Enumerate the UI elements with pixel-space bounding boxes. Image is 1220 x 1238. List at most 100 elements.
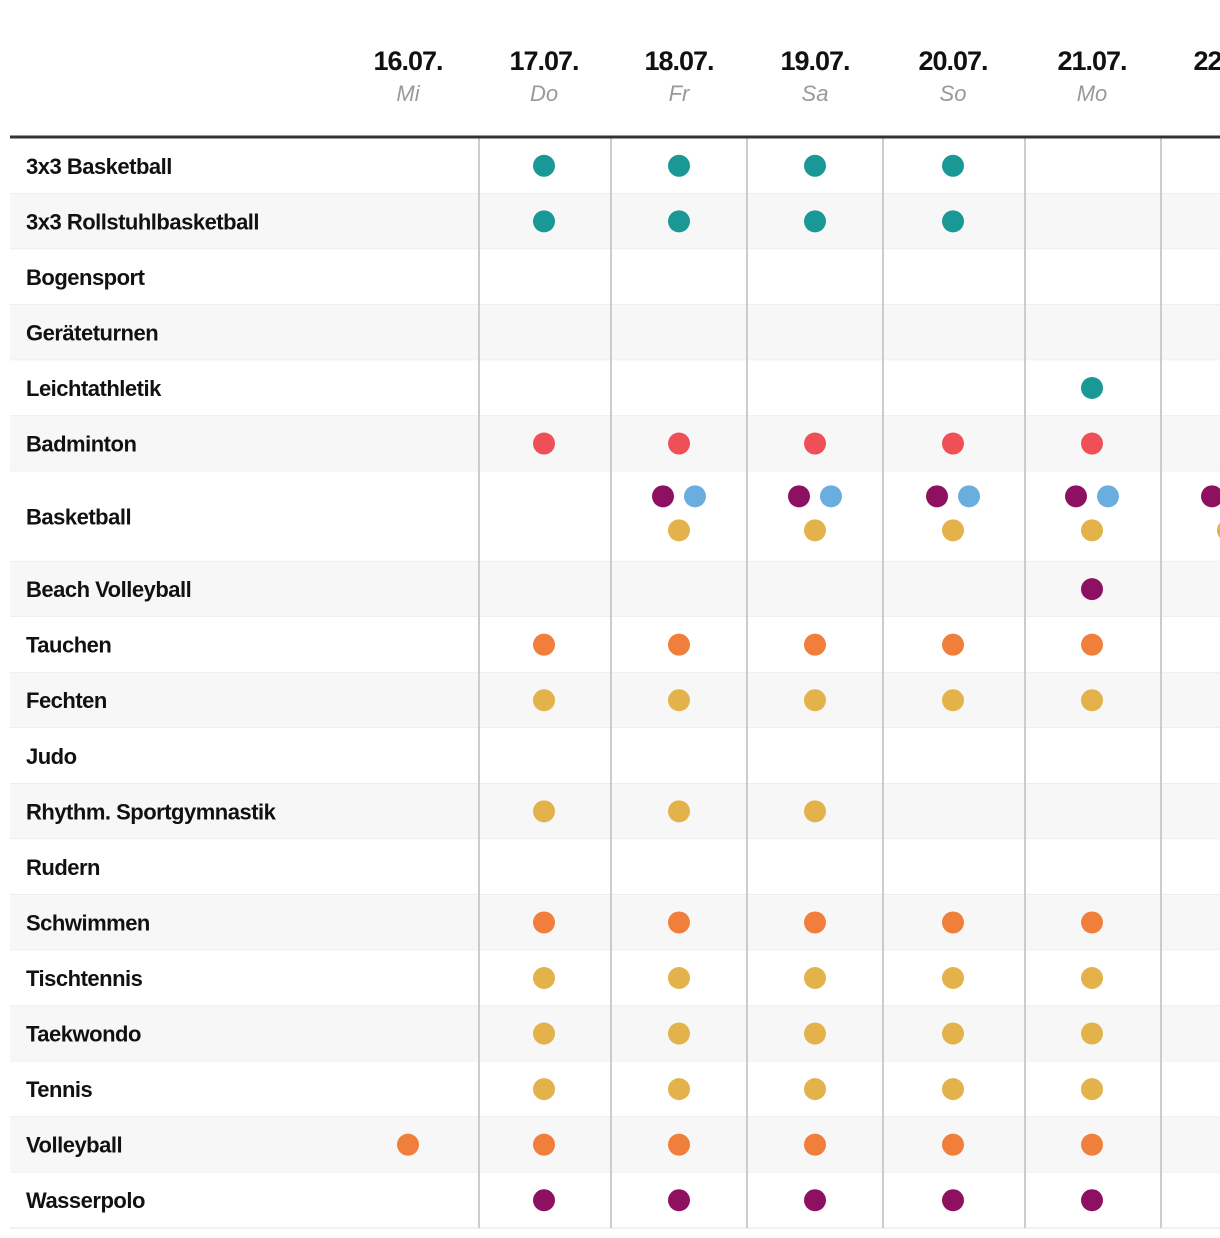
event-dot xyxy=(533,154,555,177)
row-background xyxy=(10,561,1220,617)
sport-label: Judo xyxy=(26,744,77,769)
event-dot xyxy=(668,967,690,989)
date-label: 22.07. xyxy=(1193,46,1220,76)
sport-label: Wasserpolo xyxy=(26,1188,145,1213)
date-label: 17.07. xyxy=(509,46,578,76)
sport-label: Tischtennis xyxy=(26,966,143,991)
event-dot xyxy=(958,485,980,508)
row-background xyxy=(10,138,1220,194)
event-dot xyxy=(1217,522,1220,538)
row-background xyxy=(10,1061,1220,1117)
event-dot xyxy=(533,1078,555,1101)
sport-label: Basketball xyxy=(26,504,131,529)
row-background xyxy=(10,894,1220,951)
event-dot xyxy=(533,432,555,455)
event-dot xyxy=(652,485,674,508)
event-dot xyxy=(533,967,555,989)
event-dot xyxy=(942,633,964,656)
event-dot xyxy=(668,432,690,455)
event-dot xyxy=(668,1078,690,1101)
event-dot xyxy=(533,800,555,823)
event-dot xyxy=(668,1133,690,1156)
event-dot xyxy=(533,1133,555,1156)
event-dot xyxy=(804,432,826,455)
sport-label: Beach Volleyball xyxy=(26,577,191,602)
row-background xyxy=(10,471,1220,562)
row-background xyxy=(10,193,1220,250)
row-background xyxy=(10,360,1220,416)
event-dot xyxy=(804,210,826,233)
event-dot xyxy=(533,210,555,233)
weekday-label: So xyxy=(940,81,967,106)
event-dot xyxy=(804,1078,826,1101)
row-background xyxy=(10,304,1220,361)
date-label: 19.07. xyxy=(780,46,849,76)
event-dot xyxy=(397,1133,419,1156)
event-dot xyxy=(942,1133,964,1156)
sport-label: Leichtathletik xyxy=(26,376,162,401)
event-dot xyxy=(533,1189,555,1212)
row-background xyxy=(10,616,1220,673)
sport-label: Geräteturnen xyxy=(26,320,158,345)
event-dot xyxy=(668,519,690,542)
weekday-label: Mo xyxy=(1077,81,1108,106)
sport-label: 3x3 Basketball xyxy=(26,154,172,179)
event-dot xyxy=(942,519,964,542)
event-dot xyxy=(942,154,964,177)
event-dot xyxy=(804,633,826,656)
sport-label: Taekwondo xyxy=(26,1022,141,1047)
event-dot xyxy=(804,1133,826,1156)
sport-label: Bogensport xyxy=(26,265,146,290)
weekday-label: Do xyxy=(530,81,558,106)
weekday-label: Mi xyxy=(396,81,420,106)
row-background xyxy=(10,1005,1220,1062)
event-dot xyxy=(668,689,690,712)
event-dot xyxy=(1081,689,1103,712)
event-dot xyxy=(942,689,964,712)
event-dot xyxy=(533,1022,555,1045)
row-background xyxy=(10,839,1220,895)
event-dot xyxy=(942,967,964,989)
sport-label: Volleyball xyxy=(26,1133,122,1158)
row-background xyxy=(10,415,1220,472)
event-dot xyxy=(820,485,842,508)
event-dot xyxy=(668,154,690,177)
event-dot xyxy=(684,485,706,508)
row-background xyxy=(10,783,1220,840)
event-dot xyxy=(804,154,826,177)
weekday-label: Fr xyxy=(669,81,691,106)
event-dot xyxy=(1081,967,1103,989)
event-dot xyxy=(668,800,690,823)
event-dot xyxy=(668,911,690,934)
row-background xyxy=(10,672,1220,728)
sport-label: Rhythm. Sportgymnastik xyxy=(26,799,277,824)
event-dot xyxy=(1081,578,1103,601)
event-dot xyxy=(668,1189,690,1212)
date-label: 21.07. xyxy=(1057,46,1126,76)
event-dot xyxy=(942,911,964,934)
event-dot xyxy=(1097,485,1119,508)
event-dot xyxy=(942,210,964,233)
event-dot xyxy=(942,432,964,455)
row-background xyxy=(10,950,1220,1006)
event-dot xyxy=(1065,485,1087,508)
event-dot xyxy=(1081,1022,1103,1045)
event-dot xyxy=(942,1189,964,1212)
event-dot xyxy=(1081,1133,1103,1156)
event-dot xyxy=(804,1022,826,1045)
date-label: 16.07. xyxy=(373,46,442,76)
event-dot xyxy=(533,633,555,656)
event-dot xyxy=(804,800,826,823)
event-dot xyxy=(942,1022,964,1045)
event-dot xyxy=(804,689,826,712)
event-dot xyxy=(1081,432,1103,455)
event-dot xyxy=(668,1022,690,1045)
sport-label: Schwimmen xyxy=(26,910,150,935)
event-dot xyxy=(668,210,690,233)
sport-label: Badminton xyxy=(26,432,136,457)
row-background xyxy=(10,1172,1220,1228)
date-label: 20.07. xyxy=(918,46,987,76)
event-dot xyxy=(533,689,555,712)
